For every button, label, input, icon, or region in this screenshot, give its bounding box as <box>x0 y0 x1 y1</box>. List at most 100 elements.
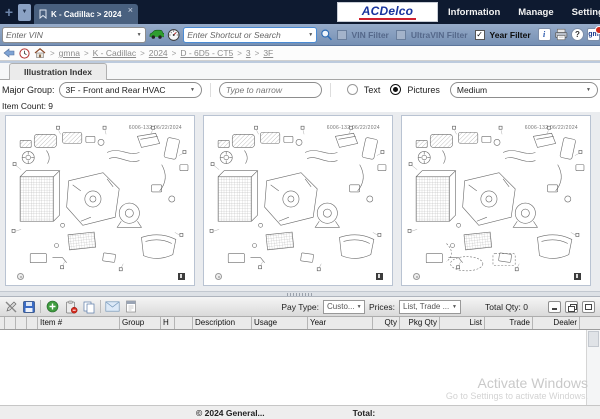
filter-row: Major Group: 3F - Front and Rear HVAC ▼ … <box>0 80 600 99</box>
menu-item-information[interactable]: Information <box>448 6 501 18</box>
column-header-h[interactable]: H <box>161 317 175 329</box>
new-tab-button[interactable]: + <box>4 4 14 20</box>
help-icon[interactable]: ? <box>571 28 584 41</box>
thumbnail-info-icon[interactable] <box>178 273 185 280</box>
invoice-button[interactable] <box>123 299 138 314</box>
chevron-down-icon[interactable]: ▼ <box>308 31 314 38</box>
shortcut-search-input[interactable] <box>184 28 306 41</box>
year-filter-checkbox[interactable]: ✓ <box>474 29 485 40</box>
parts-table-header: Item # Group H Description Usage Year Qt… <box>0 317 600 330</box>
breadcrumb-link-group[interactable]: 3F <box>263 48 274 58</box>
save-button[interactable] <box>21 299 36 314</box>
breadcrumb-separator: > <box>140 48 145 58</box>
top-menu: Information Manage Settings Help <box>439 0 600 24</box>
chevron-down-icon: ▼ <box>586 86 591 93</box>
vin-filter-checkbox[interactable] <box>336 29 347 40</box>
bookmark-icon <box>39 9 47 19</box>
pane-splitter[interactable] <box>0 291 600 297</box>
column-header-year[interactable]: Year <box>308 317 373 329</box>
print-icon[interactable] <box>554 28 568 41</box>
copy-button[interactable] <box>81 299 96 314</box>
chevron-down-icon[interactable]: ▼ <box>136 31 142 38</box>
breadcrumb-link-year[interactable]: 2024 <box>148 48 168 58</box>
breadcrumb-link-make[interactable]: K - Cadillac <box>92 48 137 58</box>
vin-input[interactable] <box>3 28 134 41</box>
column-header[interactable] <box>0 317 5 329</box>
browser-tab-bar: + ▼ K - Cadillac > 2024 > D - ... × ACDe… <box>0 0 600 24</box>
column-header[interactable] <box>16 317 27 329</box>
breadcrumb-separator: > <box>171 48 177 58</box>
cart-toolbar-right: Pay Type: Custo... ▼ Prices: List, Trade… <box>281 299 597 314</box>
column-header-trade[interactable]: Trade <box>485 317 533 329</box>
watermark-line2: Go to Settings to activate Windows. <box>445 391 588 401</box>
maximize-pane-button[interactable] <box>582 300 595 313</box>
picture-size-select[interactable]: Medium ▼ <box>449 81 598 98</box>
column-header-qty[interactable]: Qty <box>373 317 400 329</box>
status-bar: © 2024 General... Total: <box>0 405 600 419</box>
breadcrumb-link-model[interactable]: D - 6D5 - CT5 <box>180 48 234 58</box>
tab-close-icon[interactable]: × <box>127 5 133 15</box>
home-icon[interactable] <box>34 48 46 58</box>
illustration-thumbnail-3[interactable]: 6006-132 06/22/2024 <box>401 115 591 286</box>
thumbnail-info-icon[interactable] <box>574 273 581 280</box>
restore-pane-button[interactable] <box>565 300 578 313</box>
column-header-usage[interactable]: Usage <box>252 317 308 329</box>
watermark-line1: Activate Windows <box>477 375 588 391</box>
gauge-icon[interactable] <box>167 28 180 42</box>
prices-select[interactable]: List, Trade ... ▼ <box>399 299 461 314</box>
add-item-button[interactable] <box>45 299 60 314</box>
gm-icon[interactable]: gm <box>587 26 600 41</box>
radio-text[interactable] <box>346 84 358 95</box>
menu-item-settings[interactable]: Settings <box>571 6 600 18</box>
column-header-list[interactable]: List <box>440 317 485 329</box>
minimize-pane-button[interactable] <box>548 300 561 313</box>
scrollbar-thumb[interactable] <box>588 331 599 347</box>
type-to-narrow-input[interactable] <box>218 81 322 98</box>
edit-disabled-button[interactable] <box>3 299 18 314</box>
chevron-down-icon: ▼ <box>190 86 195 93</box>
illustration-doc-label: 6006-132 06/22/2024 <box>128 125 182 131</box>
ultravin-filter-checkbox[interactable] <box>395 29 406 40</box>
column-header[interactable] <box>175 317 193 329</box>
breadcrumb-link-gmna[interactable]: gmna <box>58 48 80 58</box>
pay-type-select[interactable]: Custo... ▼ <box>323 299 366 314</box>
column-header-pkgqty[interactable]: Pkg Qty <box>400 317 440 329</box>
back-icon[interactable] <box>3 48 15 58</box>
tab-illustration-index[interactable]: Illustration Index <box>9 63 108 80</box>
breadcrumb: > gmna > K - Cadillac > 2024 > D - 6D5 -… <box>0 46 600 61</box>
browser-tab-active[interactable]: K - Cadillac > 2024 > D - ... × <box>34 4 138 24</box>
search-icon[interactable] <box>320 28 333 42</box>
divider <box>209 82 211 97</box>
picture-size-value: Medium <box>456 84 488 95</box>
cart-toolbar: Pay Type: Custo... ▼ Prices: List, Trade… <box>0 297 600 317</box>
thumbnail-marker-icon[interactable] <box>215 273 222 280</box>
column-header[interactable] <box>5 317 16 329</box>
remove-item-button[interactable] <box>63 299 78 314</box>
column-header-description[interactable]: Description <box>193 317 252 329</box>
history-clock-icon[interactable] <box>19 47 30 59</box>
column-header-group[interactable]: Group <box>120 317 161 329</box>
thumbnail-info-icon[interactable] <box>376 273 383 280</box>
vertical-scrollbar[interactable] <box>586 330 600 405</box>
column-header-dealer[interactable]: Dealer <box>533 317 580 329</box>
info-icon[interactable]: i <box>537 28 551 41</box>
column-header[interactable] <box>580 317 600 329</box>
thumbnail-marker-icon[interactable] <box>17 273 24 280</box>
illustration-thumbnail-2[interactable]: 6006-132 06/22/2024 <box>203 115 393 286</box>
column-header[interactable] <box>27 317 38 329</box>
vehicle-icon[interactable] <box>149 29 164 40</box>
radio-text-label: Text <box>363 84 381 95</box>
radio-pictures[interactable] <box>390 84 402 95</box>
email-button[interactable] <box>105 299 120 314</box>
column-header-item[interactable]: Item # <box>38 317 120 329</box>
tab-list-chevron-button[interactable]: ▼ <box>18 3 31 21</box>
shortcut-search-combo: ▼ <box>183 26 318 43</box>
breadcrumb-link-section[interactable]: 3 <box>245 48 251 58</box>
major-group-select[interactable]: 3F - Front and Rear HVAC ▼ <box>58 81 202 98</box>
thumbnail-marker-icon[interactable] <box>413 273 420 280</box>
toolbar-divider <box>40 300 41 313</box>
illustration-thumbnail-1[interactable]: 6006-132 06/22/2024 <box>5 115 195 286</box>
toolbar-divider <box>100 300 101 313</box>
illustration-panel: 6006-132 06/22/2024 6006-132 06/22/2024 … <box>0 112 600 291</box>
menu-item-manage[interactable]: Manage <box>518 6 554 18</box>
